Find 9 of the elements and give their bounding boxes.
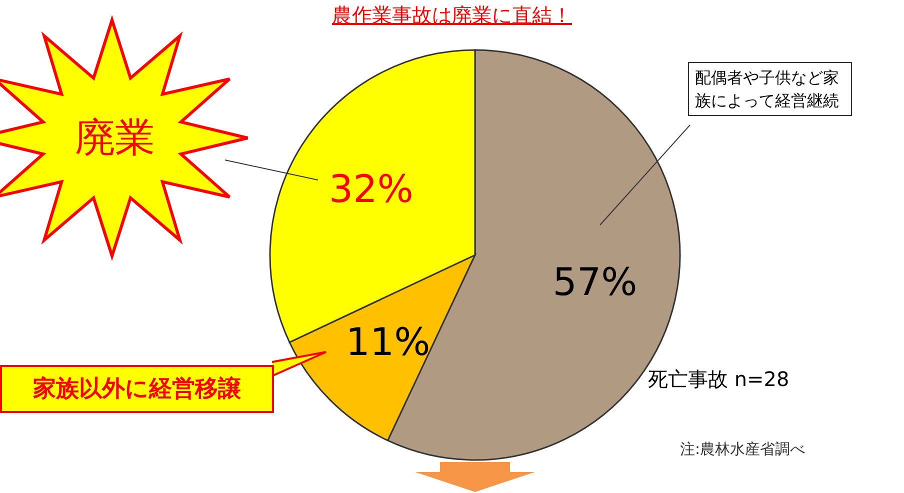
data-label: 11% <box>346 320 430 364</box>
slice-label: 廃業 <box>74 114 156 163</box>
data-label: 32% <box>328 167 414 212</box>
text: 死亡事故 n=28 <box>648 366 790 393</box>
text: 注:農林水産省調べ <box>680 440 806 459</box>
data-label: 57% <box>552 260 638 304</box>
chart-title: 農作業事故は廃業に直結！ <box>331 2 573 29</box>
slice-label: 配偶者や子供など家族によって経営継続 <box>688 62 852 116</box>
slice-label: 家族以外に経営移譲 <box>0 365 274 413</box>
